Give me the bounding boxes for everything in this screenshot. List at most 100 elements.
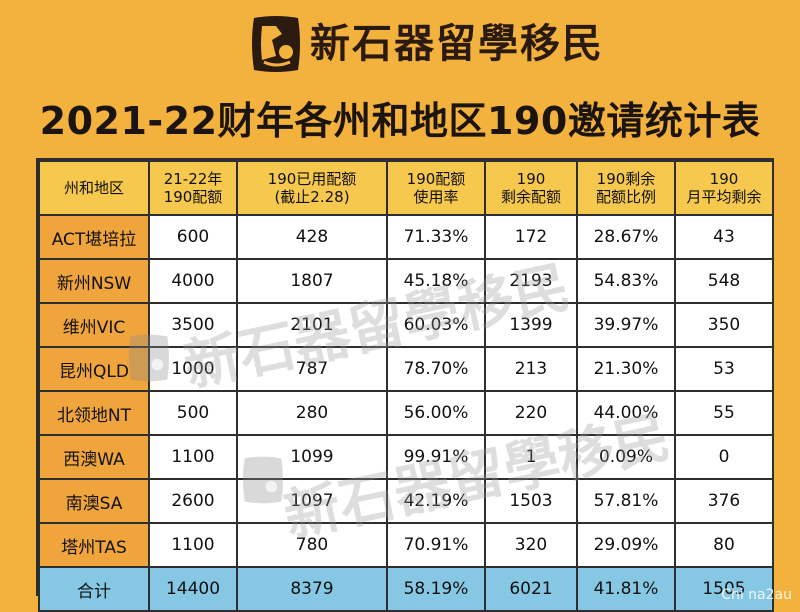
column-header-line: 配额比例 [595, 188, 656, 206]
value-cell: 780 [236, 522, 388, 568]
total-label-cell: 合计 [38, 566, 150, 612]
value-cell: 39.97% [576, 302, 676, 348]
value-cell: 0 [674, 434, 774, 480]
total-value-cell: 41.81% [576, 566, 676, 612]
value-cell: 43 [674, 214, 774, 260]
table-row: 新州NSW 4000 1807 45.18% 2193 54.83% 548 [38, 258, 774, 304]
value-cell: 320 [484, 522, 578, 568]
header: 新石器留學移民 [0, 0, 800, 90]
value-cell: 44.00% [576, 390, 676, 436]
column-header-line: 剩余配额 [500, 188, 561, 206]
value-cell: 56.00% [386, 390, 486, 436]
value-cell: 45.18% [386, 258, 486, 304]
column-header-line: 190配额 [163, 188, 223, 206]
value-cell: 55 [674, 390, 774, 436]
value-cell: 1000 [148, 346, 238, 392]
brand-logo-icon [252, 16, 300, 72]
value-cell: 787 [236, 346, 388, 392]
value-cell: 1503 [484, 478, 578, 524]
value-cell: 28.67% [576, 214, 676, 260]
column-header-line: 州和地区 [63, 179, 124, 197]
value-cell: 3500 [148, 302, 238, 348]
column-header-line: 190 [516, 170, 546, 188]
total-value-cell: 14400 [148, 566, 238, 612]
column-header-line: 190已用配额 [267, 170, 357, 188]
value-cell: 220 [484, 390, 578, 436]
value-cell: 4000 [148, 258, 238, 304]
value-cell: 1399 [484, 302, 578, 348]
table-row: 昆州QLD 1000 787 78.70% 213 21.30% 53 [38, 346, 774, 392]
value-cell: 2600 [148, 478, 238, 524]
value-cell: 71.33% [386, 214, 486, 260]
total-value-cell: 1505 [674, 566, 774, 612]
column-header: 190配额 使用率 [386, 160, 486, 216]
column-header: 190已用配额 (截止2.28) [236, 160, 388, 216]
table-row: 塔州TAS 1100 780 70.91% 320 29.09% 80 [38, 522, 774, 568]
region-cell: 新州NSW [38, 258, 150, 304]
value-cell: 1 [484, 434, 578, 480]
value-cell: 2101 [236, 302, 388, 348]
table-row: ACT堪培拉 600 428 71.33% 172 28.67% 43 [38, 214, 774, 260]
total-value-cell: 6021 [484, 566, 578, 612]
region-cell: 北领地NT [38, 390, 150, 436]
value-cell: 172 [484, 214, 578, 260]
brand-name: 新石器留學移民 [310, 20, 604, 67]
total-value-cell: 8379 [236, 566, 388, 612]
region-cell: 南澳SA [38, 478, 150, 524]
value-cell: 280 [236, 390, 388, 436]
table-row: 维州VIC 3500 2101 60.03% 1399 39.97% 350 [38, 302, 774, 348]
quota-table-container: 州和地区 21-22年 190配额 190已用配额 (截止2.28) 190配额 使用率 19… [36, 158, 774, 612]
value-cell: 213 [484, 346, 578, 392]
total-value-cell: 58.19% [386, 566, 486, 612]
column-header: 州和地区 [38, 160, 150, 216]
value-cell: 78.70% [386, 346, 486, 392]
table-row: 西澳WA 1100 1099 99.91% 1 0.09% 0 [38, 434, 774, 480]
value-cell: 42.19% [386, 478, 486, 524]
value-cell: 1807 [236, 258, 388, 304]
region-cell: ACT堪培拉 [38, 214, 150, 260]
column-header-line: (截止2.28) [274, 188, 350, 206]
value-cell: 0.09% [576, 434, 676, 480]
value-cell: 500 [148, 390, 238, 436]
region-cell: 塔州TAS [38, 522, 150, 568]
table-row: 南澳SA 2600 1097 42.19% 1503 57.81% 376 [38, 478, 774, 524]
value-cell: 1100 [148, 522, 238, 568]
region-cell: 昆州QLD [38, 346, 150, 392]
column-header: 21-22年 190配额 [148, 160, 238, 216]
page-title: 2021-22财年各州和地区190邀请统计表 [39, 99, 761, 143]
column-header-line: 190配额 [406, 170, 466, 188]
value-cell: 1099 [236, 434, 388, 480]
quota-table: 州和地区 21-22年 190配额 190已用配额 (截止2.28) 190配额 使用率 19… [38, 160, 774, 612]
column-header: 190剩余 配额比例 [576, 160, 676, 216]
column-header-line: 月平均剩余 [686, 188, 762, 206]
value-cell: 1097 [236, 478, 388, 524]
value-cell: 1100 [148, 434, 238, 480]
value-cell: 428 [236, 214, 388, 260]
column-header-line: 使用率 [413, 188, 459, 206]
value-cell: 53 [674, 346, 774, 392]
corner-watermark: Chi na2au [721, 587, 792, 603]
value-cell: 80 [674, 522, 774, 568]
value-cell: 70.91% [386, 522, 486, 568]
region-cell: 维州VIC [38, 302, 150, 348]
table-row: 北领地NT 500 280 56.00% 220 44.00% 55 [38, 390, 774, 436]
column-header-line: 190剩余 [596, 170, 656, 188]
value-cell: 548 [674, 258, 774, 304]
value-cell: 600 [148, 214, 238, 260]
column-header: 190 剩余配额 [484, 160, 578, 216]
value-cell: 376 [674, 478, 774, 524]
column-header-line: 190 [709, 170, 739, 188]
value-cell: 29.09% [576, 522, 676, 568]
value-cell: 350 [674, 302, 774, 348]
table-body: ACT堪培拉 600 428 71.33% 172 28.67% 43 新州NSW 4000 18… [38, 214, 774, 612]
table-header-row: 州和地区 21-22年 190配额 190已用配额 (截止2.28) 190配额 使用率 19… [38, 160, 774, 216]
value-cell: 60.03% [386, 302, 486, 348]
value-cell: 99.91% [386, 434, 486, 480]
value-cell: 21.30% [576, 346, 676, 392]
value-cell: 54.83% [576, 258, 676, 304]
value-cell: 2193 [484, 258, 578, 304]
column-header: 190 月平均剩余 [674, 160, 774, 216]
total-row: 合计 14400 8379 58.19% 6021 41.81% 1505 [38, 566, 774, 612]
column-header-line: 21-22年 [163, 170, 223, 188]
region-cell: 西澳WA [38, 434, 150, 480]
